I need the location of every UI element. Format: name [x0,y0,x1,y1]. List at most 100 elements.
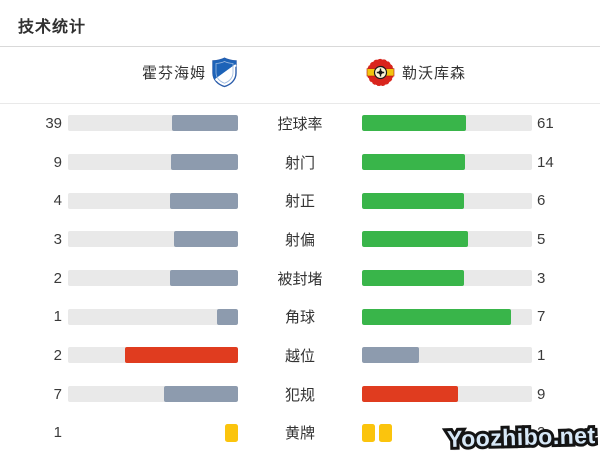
away-bar-track [362,347,532,364]
yellow-card-icon [362,423,375,442]
home-bar-cell [68,154,238,171]
home-bar-track [68,115,238,132]
stat-row: 2 被封堵 3 [0,259,600,298]
home-value: 9 [53,153,62,171]
away-value: 6 [537,192,546,210]
stat-label: 角球 [284,309,315,327]
home-bar-cell [68,231,238,248]
stat-label: 被封堵 [277,270,323,288]
stat-row: 39 控球率 61 [0,104,600,143]
hoffenheim-badge-icon [211,57,238,88]
stat-label: 犯规 [284,386,315,404]
away-bar-fill [362,308,511,325]
stat-row: 3 射偏 5 [0,220,600,259]
stat-row: 2 越位 1 [0,336,600,375]
leverkusen-badge-icon [366,58,395,87]
home-value: 2 [53,346,62,364]
stat-label: 越位 [284,347,315,365]
home-bar-fill [170,270,238,287]
home-value: 4 [53,192,62,210]
home-bar-cell [68,115,238,132]
away-bar-fill [362,154,466,171]
away-bar-cell [362,423,532,442]
away-value: 7 [537,308,546,326]
home-bar-track [68,308,238,325]
stat-row: 9 射门 14 [0,143,600,182]
team-home[interactable]: 霍芬海姆 [142,57,238,88]
home-bar-cell [68,423,238,442]
away-bar-fill [362,115,466,132]
stat-label: 射正 [284,193,315,211]
home-bar-fill [216,308,238,325]
away-bar-track [362,270,532,287]
home-value: 1 [53,424,62,442]
away-bar-cell [362,347,532,364]
team-away-name: 勒沃库森 [402,65,467,82]
home-bar-fill [163,386,238,403]
home-bar-track [68,386,238,403]
away-bar-cell [362,270,532,287]
yellow-card-icon [225,423,238,442]
away-value: 61 [537,114,554,132]
away-value: 9 [537,385,546,403]
team-home-name: 霍芬海姆 [142,65,207,82]
away-bar-fill [362,347,419,364]
home-bar-cell [68,386,238,403]
away-bar-track [362,192,532,209]
away-bar-fill [362,386,458,403]
away-bar-cell [362,386,532,403]
divider-top [0,46,600,47]
stats-rows: 39 控球率 61 9 射门 14 4 射正 6 3 射偏 5 2 被封堵 3 1 角球 7 2 越位 1 7 犯规 9 1 黄牌… [0,104,600,452]
home-bar-track [68,270,238,287]
stat-label: 黄牌 [284,425,315,443]
home-bar-fill [174,231,238,248]
away-bar-fill [362,231,469,248]
away-bar-track [362,308,532,325]
home-bar-fill [171,154,238,171]
away-value: 5 [537,230,546,248]
stat-row: 4 射正 6 [0,181,600,220]
away-bar-cell [362,115,532,132]
home-bar-fill [124,347,238,364]
stat-label: 射偏 [284,231,315,249]
home-bar-cell [68,308,238,325]
home-bar-fill [171,115,238,132]
watermark: Yoozhibo.net [447,422,596,453]
away-value: 14 [537,153,554,171]
home-bar-track [68,154,238,171]
away-bar-track [362,231,532,248]
home-value: 3 [53,230,62,248]
away-value: 3 [537,269,546,287]
stat-row: 1 角球 7 [0,297,600,336]
away-bar-cell [362,308,532,325]
home-bar-track [68,231,238,248]
page-title: 技术统计 [18,19,87,36]
away-bar-fill [362,192,464,209]
away-value: 1 [537,346,546,364]
away-bar-track [362,115,532,132]
stat-label: 控球率 [277,115,323,133]
divider-header [0,103,600,104]
yellow-card-icon [379,423,392,442]
away-bar-track [362,154,532,171]
away-bar-cell [362,154,532,171]
away-yellow-cards [362,423,532,442]
stat-label: 射门 [284,154,315,172]
home-value: 39 [45,114,62,132]
away-bar-fill [362,270,464,287]
home-bar-track [68,347,238,364]
away-bar-track [362,386,532,403]
home-bar-cell [68,270,238,287]
away-bar-cell [362,192,532,209]
home-bar-fill [170,192,238,209]
team-away[interactable]: 勒沃库森 [366,58,466,87]
home-value: 1 [53,308,62,326]
stat-row: 7 犯规 9 [0,375,600,414]
home-bar-cell [68,192,238,209]
home-bar-cell [68,347,238,364]
home-value: 2 [53,269,62,287]
home-bar-track [68,192,238,209]
home-yellow-cards [68,423,238,442]
home-value: 7 [53,385,62,403]
